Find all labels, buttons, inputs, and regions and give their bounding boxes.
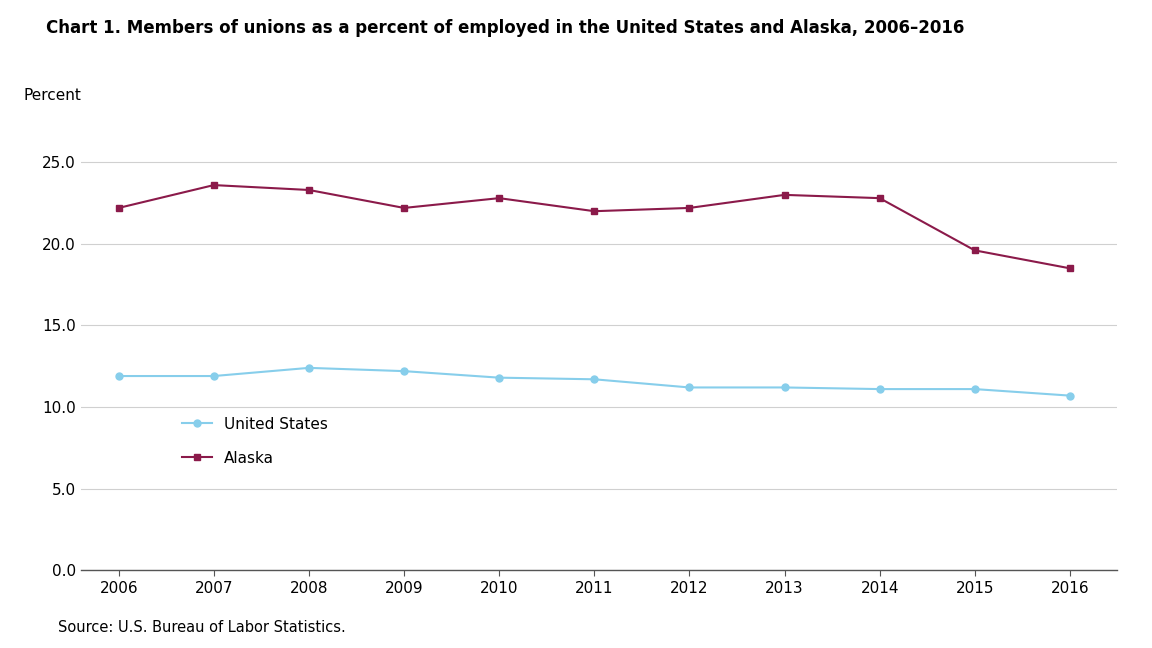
- Alaska: [873, 194, 887, 202]
- Text: Chart 1. Members of unions as a percent of employed in the United States and Ala: Chart 1. Members of unions as a percent …: [46, 19, 964, 38]
- Alaska: [1063, 264, 1077, 272]
- Alaska: [682, 204, 696, 212]
- United States: [1063, 392, 1077, 400]
- United States: [492, 374, 506, 382]
- Text: Percent: Percent: [24, 88, 82, 103]
- United States: [112, 372, 126, 380]
- Alaska: [397, 204, 411, 212]
- Alaska: [588, 207, 601, 215]
- Alaska: [207, 181, 221, 189]
- Alaska: [112, 204, 126, 212]
- Alaska: [778, 191, 791, 199]
- Text: Source: U.S. Bureau of Labor Statistics.: Source: U.S. Bureau of Labor Statistics.: [58, 620, 346, 635]
- United States: [682, 384, 696, 391]
- United States: [397, 367, 411, 375]
- Alaska: [968, 246, 982, 254]
- United States: [207, 372, 221, 380]
- Alaska: [492, 194, 506, 202]
- United States: [968, 385, 982, 393]
- United States: [778, 384, 791, 391]
- Line: Alaska: Alaska: [115, 181, 1074, 272]
- United States: [588, 375, 601, 383]
- Alaska: [302, 186, 316, 194]
- United States: [302, 364, 316, 372]
- Line: United States: United States: [115, 364, 1074, 399]
- Legend: United States, Alaska: United States, Alaska: [182, 417, 328, 466]
- United States: [873, 385, 887, 393]
